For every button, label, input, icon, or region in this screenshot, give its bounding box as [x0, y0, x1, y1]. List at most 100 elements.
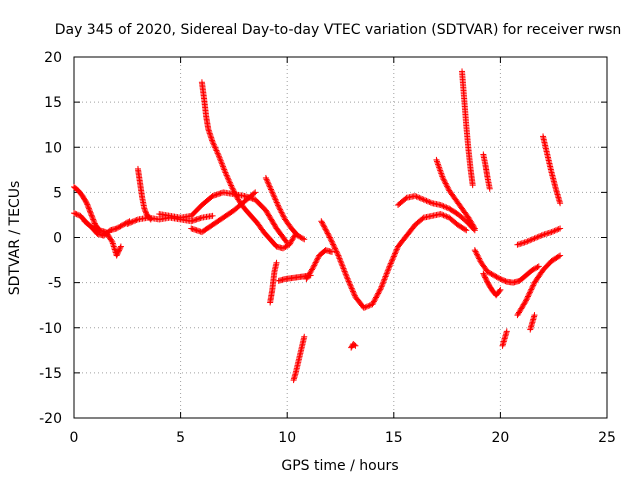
- data-point: [310, 263, 317, 270]
- data-point: [271, 195, 278, 202]
- data-point: [280, 213, 287, 220]
- data-point: [494, 274, 501, 281]
- data-point: [326, 233, 333, 240]
- data-point: [343, 274, 350, 281]
- data-point: [524, 238, 531, 245]
- data-point: [85, 204, 92, 211]
- data-point: [277, 206, 284, 213]
- data-point: [552, 227, 559, 234]
- data-point: [463, 227, 470, 234]
- data-point: [443, 213, 450, 220]
- data-point: [419, 195, 426, 202]
- data-point: [223, 172, 230, 179]
- data-point: [526, 289, 533, 296]
- data-point: [326, 234, 333, 241]
- data-point: [365, 303, 372, 310]
- data-point: [524, 294, 531, 301]
- data-point: [375, 289, 382, 296]
- data-point: [114, 224, 121, 231]
- data-point: [219, 162, 226, 169]
- data-point: [549, 228, 556, 235]
- data-point: [535, 233, 542, 240]
- data-point: [294, 232, 301, 239]
- data-point: [324, 230, 331, 237]
- data-point: [488, 270, 495, 277]
- data-point: [114, 249, 121, 256]
- data-point: [557, 225, 564, 232]
- data-point: [117, 244, 124, 251]
- data-point: [328, 237, 335, 244]
- data-point: [373, 293, 380, 300]
- data-point: [267, 186, 274, 193]
- data-point: [330, 241, 337, 248]
- data-point: [116, 224, 123, 231]
- data-point: [263, 176, 270, 183]
- data-point: [311, 262, 318, 269]
- data-point: [220, 163, 227, 170]
- data-point: [220, 165, 227, 172]
- data-point: [333, 248, 340, 255]
- data-point: [328, 248, 335, 255]
- chart-title: Day 345 of 2020, Sidereal Day-to-day VTE…: [55, 22, 622, 38]
- data-point: [370, 298, 377, 305]
- data-point: [444, 205, 451, 212]
- data-point: [124, 220, 131, 227]
- data-point: [440, 212, 447, 219]
- data-point: [548, 229, 555, 236]
- data-point: [384, 267, 391, 274]
- data-point: [414, 194, 421, 201]
- data-point: [369, 301, 376, 308]
- data-point: [530, 282, 537, 289]
- data-point: [224, 175, 231, 182]
- data-point: [338, 261, 345, 268]
- data-point: [266, 182, 273, 189]
- data-point: [214, 148, 221, 155]
- data-point: [378, 285, 385, 292]
- data-point: [437, 211, 444, 218]
- data-point: [88, 211, 95, 218]
- data-point: [440, 176, 447, 183]
- data-point: [344, 275, 351, 282]
- data-point: [522, 239, 529, 246]
- data-point: [116, 247, 123, 254]
- data-point: [309, 265, 316, 272]
- data-point: [230, 186, 237, 193]
- data-point: [499, 277, 506, 284]
- data-point: [391, 252, 398, 259]
- data-point: [213, 147, 220, 154]
- data-point: [393, 246, 400, 253]
- data-point: [416, 194, 423, 201]
- data-point: [117, 223, 124, 230]
- data-point: [120, 221, 127, 228]
- data-point: [473, 249, 480, 256]
- data-point: [392, 250, 399, 257]
- data-point: [557, 252, 564, 259]
- data-point: [335, 253, 342, 260]
- data-point: [349, 286, 356, 293]
- data-point: [314, 256, 321, 263]
- x-tick-label: 5: [176, 430, 185, 446]
- y-tick-label: -15: [39, 366, 62, 382]
- data-point: [129, 218, 136, 225]
- data-point: [347, 282, 354, 289]
- data-point: [380, 279, 387, 286]
- data-point: [439, 211, 446, 218]
- data-point: [332, 246, 339, 253]
- data-point: [84, 201, 91, 208]
- data-point: [534, 234, 541, 241]
- data-point: [313, 258, 320, 265]
- data-point: [86, 208, 93, 215]
- data-point: [533, 264, 540, 271]
- x-tick-labels: 0 5 10 15 20 25: [70, 430, 616, 446]
- data-point: [437, 202, 444, 209]
- data-point: [323, 229, 330, 236]
- data-point: [402, 195, 409, 202]
- data-point: [224, 173, 231, 180]
- data-point: [275, 203, 282, 210]
- data-point: [502, 278, 509, 285]
- data-point: [381, 274, 388, 281]
- data-point: [528, 285, 535, 292]
- y-tick-label: 0: [53, 231, 62, 247]
- data-point: [472, 248, 479, 255]
